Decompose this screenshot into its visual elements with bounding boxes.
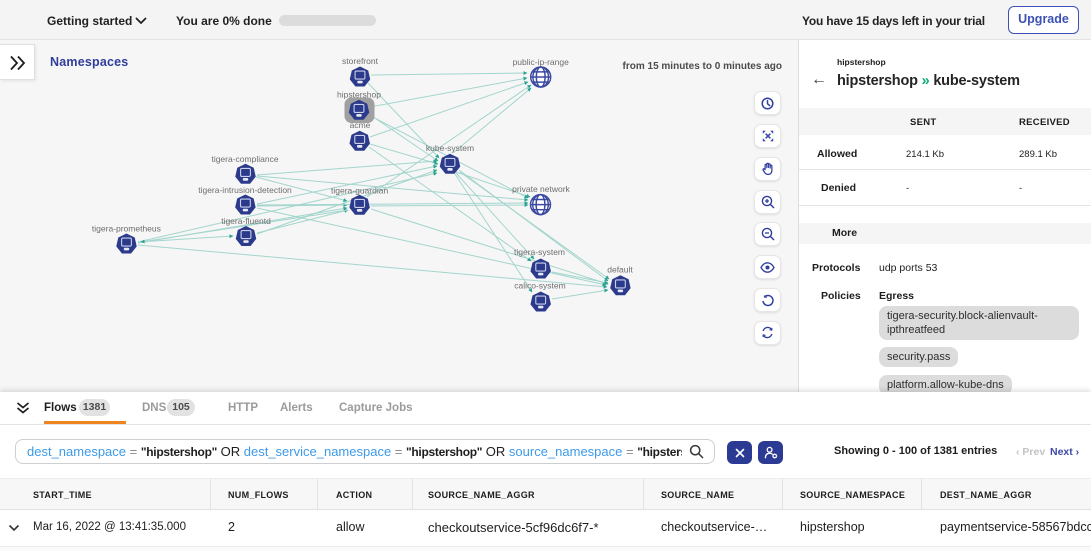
svg-text:tigera-intrusion-detection: tigera-intrusion-detection <box>198 185 292 195</box>
svg-text:tigera-fluentd: tigera-fluentd <box>221 216 271 226</box>
svg-text:tigera-compliance: tigera-compliance <box>211 154 278 164</box>
svg-text:calico-system: calico-system <box>514 281 565 291</box>
svg-text:hipstershop: hipstershop <box>337 90 381 100</box>
svg-text:private network: private network <box>512 184 570 194</box>
svg-text:tigera-system: tigera-system <box>514 247 565 257</box>
svg-text:tigera-prometheus: tigera-prometheus <box>92 224 161 234</box>
svg-text:default: default <box>607 265 633 275</box>
svg-text:acme: acme <box>350 120 371 130</box>
svg-text:tigera-guardian: tigera-guardian <box>331 186 388 196</box>
svg-text:kube-system: kube-system <box>426 143 474 153</box>
svg-text:storefront: storefront <box>342 56 379 66</box>
svg-text:public-ip-range: public-ip-range <box>513 57 569 67</box>
